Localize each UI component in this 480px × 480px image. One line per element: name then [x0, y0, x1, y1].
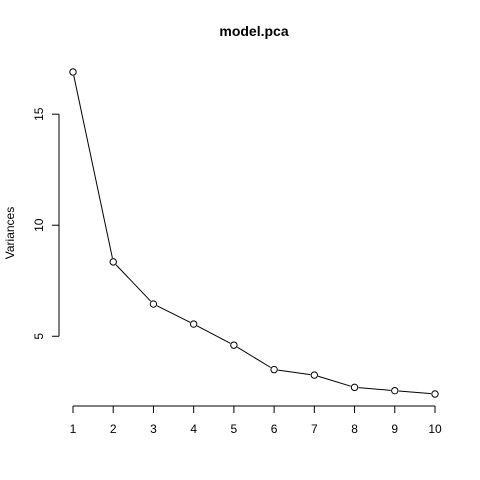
data-point — [350, 383, 359, 392]
series-segment — [237, 346, 271, 368]
x-tick-label: 7 — [311, 422, 318, 436]
data-point — [189, 320, 198, 328]
y-tick-label: 10 — [32, 218, 46, 232]
y-axis-label: Variances — [3, 207, 17, 259]
data-point — [230, 341, 238, 349]
series-variances — [69, 68, 439, 398]
data-point — [69, 68, 77, 76]
x-tick-label: 6 — [271, 422, 278, 436]
series-segment — [278, 369, 311, 376]
data-point — [431, 390, 439, 398]
y-tick-label: 15 — [32, 107, 46, 121]
data-point — [310, 371, 319, 379]
series-segment — [398, 390, 432, 395]
x-tick-label: 8 — [351, 422, 358, 436]
series-segment — [115, 264, 152, 302]
x-tick-label: 9 — [391, 422, 398, 436]
chart-title: model.pca — [219, 23, 288, 39]
y-axis: 5 10 15 — [32, 107, 60, 340]
x-tick-label: 4 — [190, 422, 197, 436]
data-point — [270, 365, 278, 374]
series-segment — [73, 75, 113, 259]
x-tick-label: 10 — [428, 422, 442, 436]
data-point — [391, 386, 399, 395]
x-tick-label: 3 — [150, 422, 157, 436]
data-point — [149, 300, 158, 308]
series-segment — [196, 325, 231, 344]
y-tick-label: 5 — [32, 333, 46, 340]
x-tick-label: 5 — [231, 422, 238, 436]
series-segment — [318, 375, 351, 387]
series-segment — [358, 387, 391, 391]
x-tick-label: 1 — [70, 422, 77, 436]
x-axis: 1 2 3 4 5 6 7 8 9 10 — [70, 405, 442, 436]
series-segment — [156, 305, 191, 323]
data-point — [109, 258, 117, 266]
x-tick-label: 2 — [110, 422, 117, 436]
